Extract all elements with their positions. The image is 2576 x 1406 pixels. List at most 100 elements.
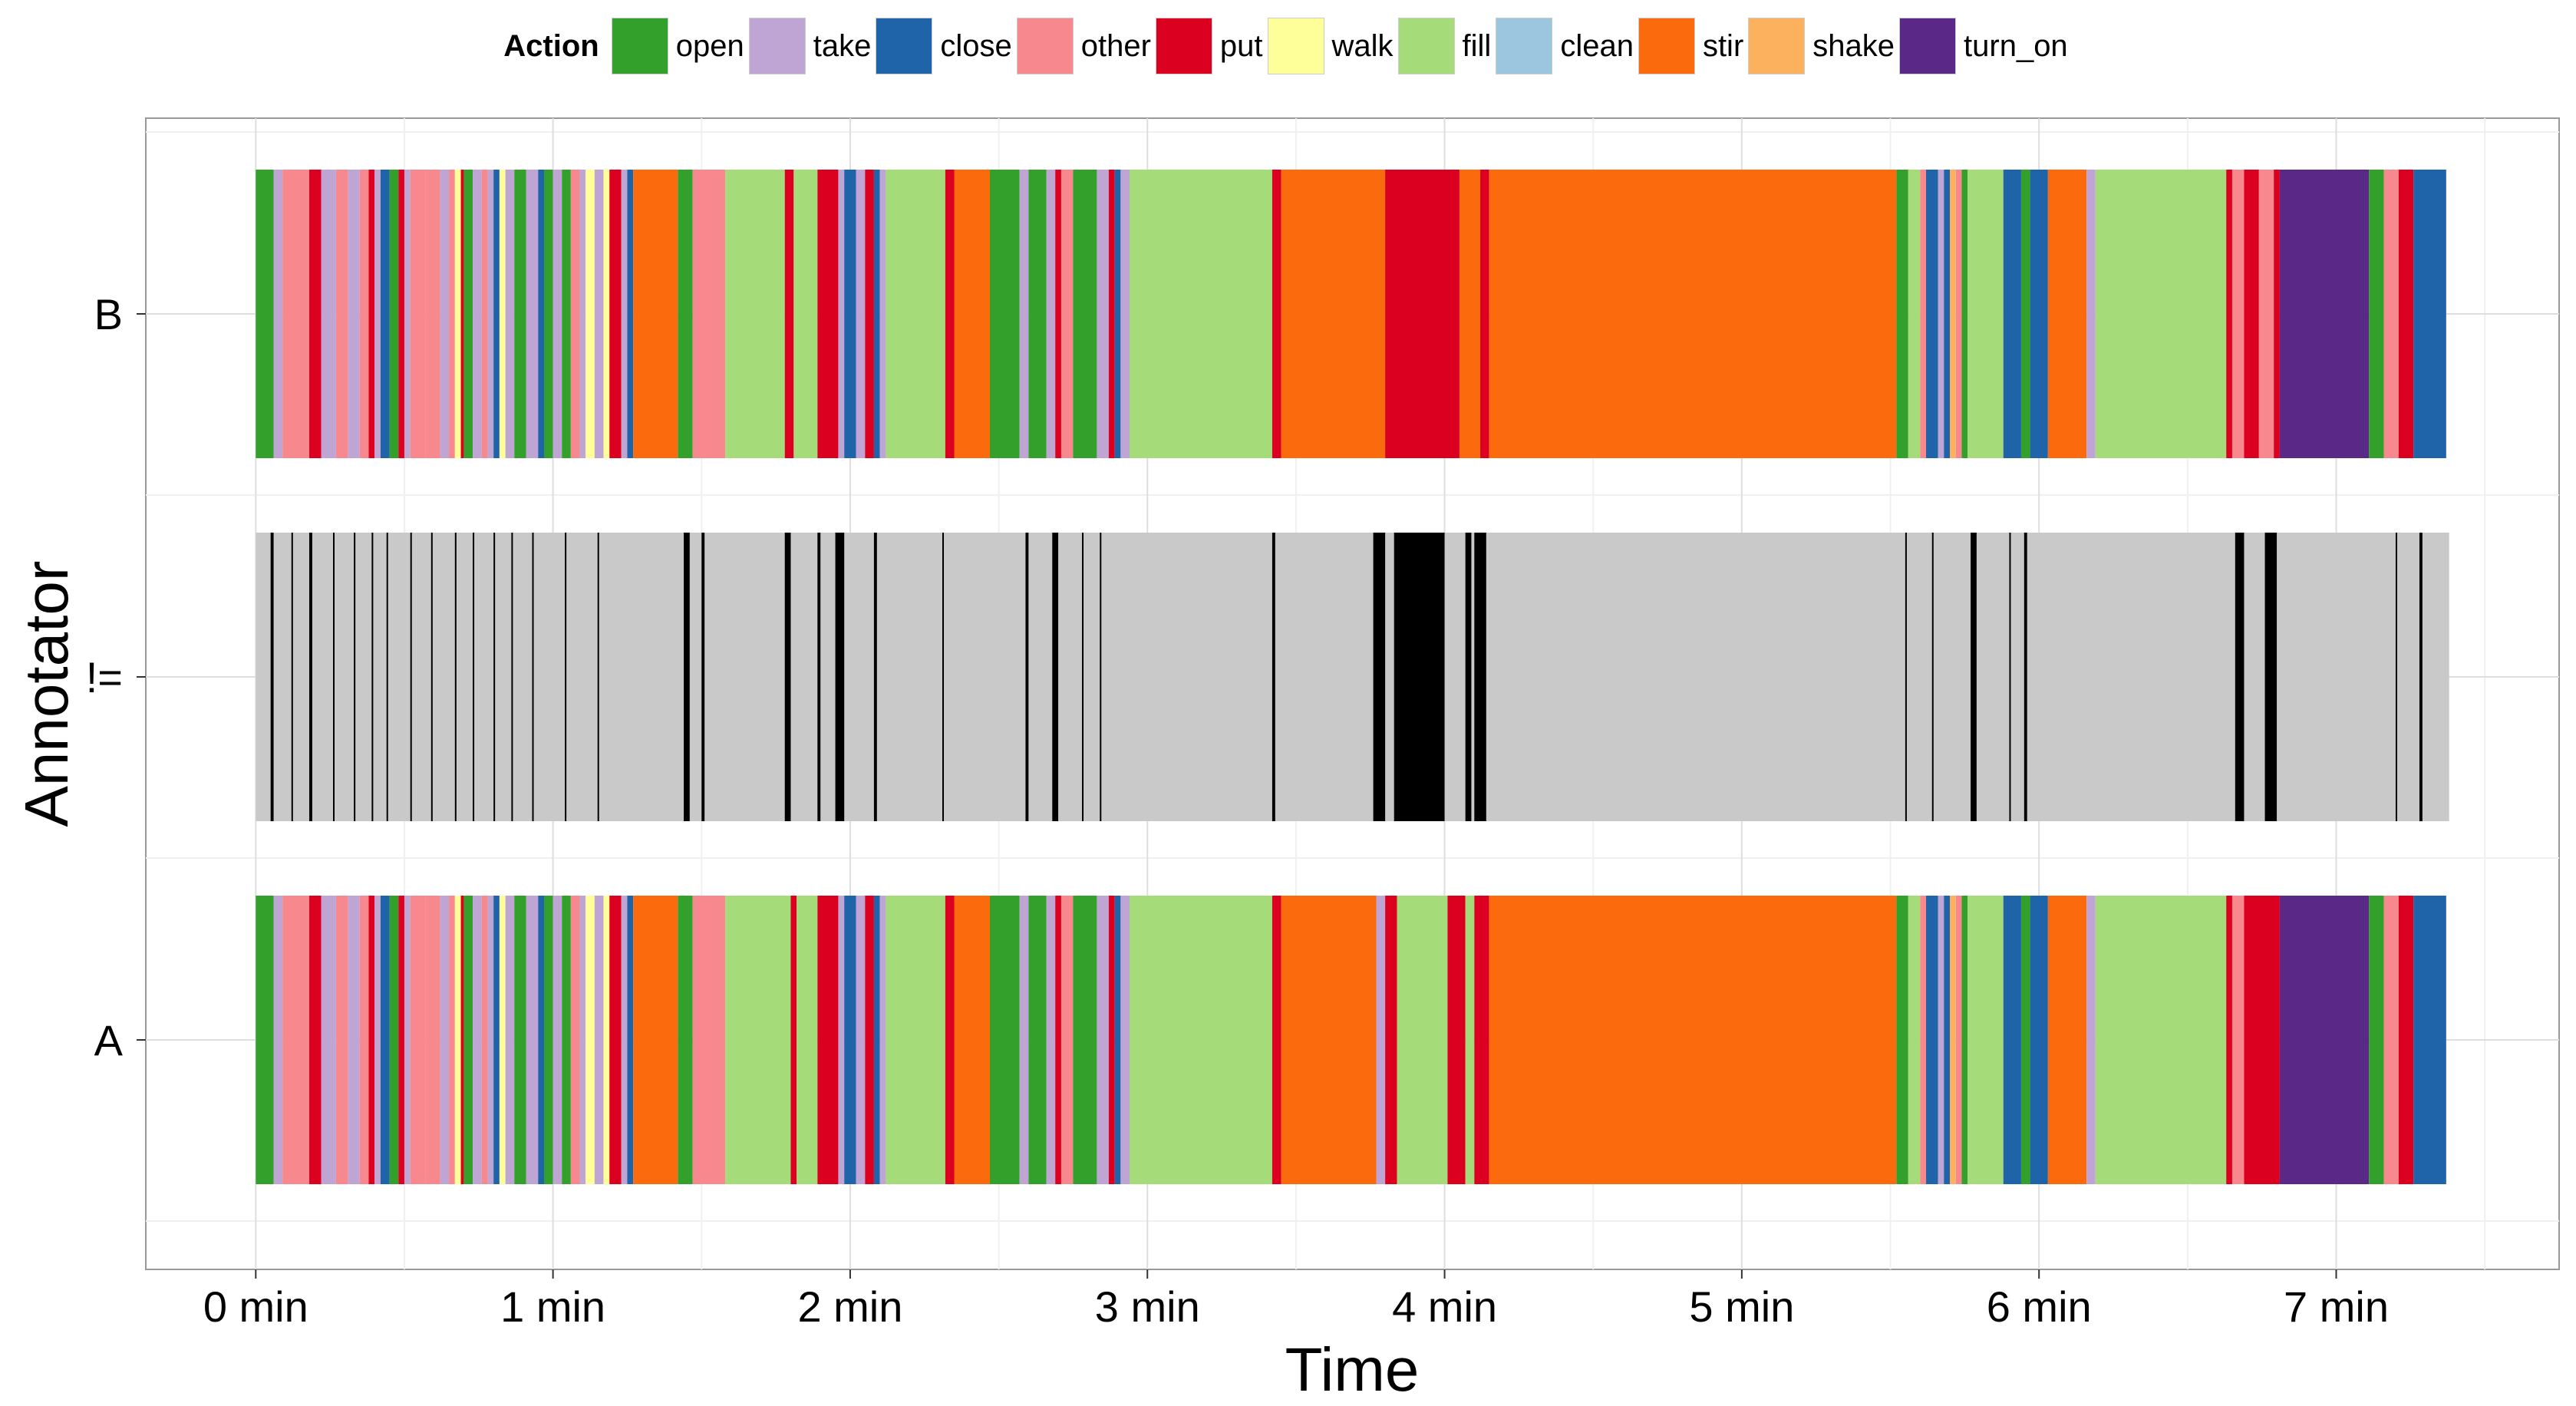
segment-A-other bbox=[481, 896, 488, 1184]
segment-A-open bbox=[1896, 896, 1908, 1184]
segment-A-put bbox=[790, 896, 797, 1184]
segment-A-take bbox=[594, 896, 604, 1184]
x-tick-label: 5 min bbox=[1689, 1282, 1794, 1331]
segment-B-take bbox=[594, 170, 604, 458]
segment-A-take bbox=[487, 896, 494, 1184]
segment-A-open bbox=[562, 896, 571, 1184]
segment-B-stir bbox=[1281, 170, 1386, 458]
mismatch-segment bbox=[701, 533, 705, 821]
segment-A-put bbox=[1055, 896, 1061, 1184]
segment-B-close bbox=[380, 170, 390, 458]
x-axis-title: Time bbox=[1285, 1335, 1420, 1404]
axes: 0 min 1 min 2 min 3 min 4 min 5 min 6 min 7 min… bbox=[86, 290, 2389, 1331]
segment-B-put bbox=[398, 170, 404, 458]
y-tick-label: B bbox=[94, 290, 123, 338]
segment-A-take bbox=[526, 896, 539, 1184]
segment-A-other bbox=[2383, 896, 2399, 1184]
segment-A-fill bbox=[1967, 896, 2004, 1184]
segment-A-close bbox=[380, 896, 390, 1184]
segment-B-open bbox=[678, 170, 693, 458]
segment-B-open bbox=[1073, 170, 1097, 458]
segment-B-other bbox=[2258, 170, 2274, 458]
legend-key-shake bbox=[1748, 18, 1806, 74]
mismatch-segment bbox=[2395, 533, 2397, 821]
segment-A-other bbox=[335, 896, 348, 1184]
segment-B-take bbox=[1019, 170, 1029, 458]
segment-A-open bbox=[989, 896, 1020, 1184]
segment-A-close bbox=[627, 896, 634, 1184]
segment-A-shake bbox=[1950, 896, 1956, 1184]
segment-A-open bbox=[1028, 896, 1047, 1184]
segment-B-other bbox=[359, 170, 369, 458]
segment-B-open bbox=[544, 170, 553, 458]
segment-B-take bbox=[505, 170, 515, 458]
segment-A-take bbox=[321, 896, 336, 1184]
segment-B-close bbox=[493, 170, 500, 458]
segment-A-fill bbox=[1465, 896, 1475, 1184]
mismatch-segment bbox=[817, 533, 821, 821]
legend-label-turn_on: turn_on bbox=[1964, 28, 2068, 63]
segment-B-take bbox=[2086, 170, 2096, 458]
segment-B-take bbox=[838, 170, 845, 458]
segment-B-open bbox=[989, 170, 1020, 458]
segment-B-other bbox=[570, 170, 580, 458]
segment-A-take bbox=[552, 896, 562, 1184]
legend: Action open take close other put walk fi… bbox=[0, 8, 2576, 84]
segment-A-stir bbox=[1281, 896, 1377, 1184]
segment-A-take bbox=[505, 896, 515, 1184]
segment-B-stir bbox=[1459, 170, 1481, 458]
segment-B-put bbox=[1055, 170, 1061, 458]
segment-B-take bbox=[1097, 170, 1109, 458]
mismatch-segment bbox=[2419, 533, 2423, 821]
segment-A-take bbox=[838, 896, 845, 1184]
legend-key-close bbox=[876, 18, 933, 74]
segment-B-take bbox=[348, 170, 360, 458]
segment-A-put bbox=[2398, 896, 2414, 1184]
legend-item-clean: clean bbox=[1496, 18, 1634, 74]
segment-A-take bbox=[879, 896, 886, 1184]
segment-A-fill bbox=[886, 896, 945, 1184]
legend-label-close: close bbox=[940, 28, 1012, 63]
segment-A-close bbox=[1926, 896, 1938, 1184]
mismatch-segment bbox=[493, 533, 496, 821]
mismatch-segment bbox=[410, 533, 412, 821]
segment-A-close bbox=[493, 896, 500, 1184]
segment-B-put bbox=[368, 170, 375, 458]
segment-B-fill bbox=[793, 170, 818, 458]
y-tick-label: A bbox=[94, 1016, 124, 1064]
segment-B-close bbox=[2030, 170, 2048, 458]
legend-item-other: other bbox=[1016, 18, 1151, 74]
segment-A-stir bbox=[1489, 896, 1897, 1184]
legend-key-clean bbox=[1496, 18, 1553, 74]
segment-B-open bbox=[514, 170, 526, 458]
segment-A-open bbox=[2020, 896, 2030, 1184]
segment-A-open bbox=[2369, 896, 2384, 1184]
segment-B-put bbox=[2398, 170, 2414, 458]
segment-A-take bbox=[1097, 896, 1109, 1184]
segment-B-open bbox=[562, 170, 571, 458]
segment-B-close bbox=[844, 170, 856, 458]
segment-A-put bbox=[460, 896, 464, 1184]
segment-B-open bbox=[389, 170, 399, 458]
segment-A-put bbox=[865, 896, 874, 1184]
segment-A-open bbox=[389, 896, 399, 1184]
y-tick-label: != bbox=[86, 653, 123, 701]
segment-A-put bbox=[1272, 896, 1281, 1184]
mismatch-segment bbox=[873, 533, 877, 821]
segment-B-open bbox=[1961, 170, 1968, 458]
legend-key-walk bbox=[1267, 18, 1324, 74]
segment-A-take bbox=[1376, 896, 1386, 1184]
segment-B-fill bbox=[1908, 170, 1921, 458]
segment-B-put bbox=[1108, 170, 1115, 458]
segment-A-put bbox=[1385, 896, 1397, 1184]
segment-B-fill bbox=[886, 170, 945, 458]
segment-B-close bbox=[1114, 170, 1121, 458]
segment-A-fill bbox=[1130, 896, 1272, 1184]
segment-B-take bbox=[1938, 170, 1944, 458]
mismatch-segment bbox=[473, 533, 475, 821]
segment-B-close bbox=[538, 170, 545, 458]
segment-B-open bbox=[2020, 170, 2030, 458]
legend-item-turn_on: turn_on bbox=[1899, 18, 2068, 74]
mismatch-segment bbox=[1052, 533, 1059, 821]
legend-key-take bbox=[748, 18, 806, 74]
